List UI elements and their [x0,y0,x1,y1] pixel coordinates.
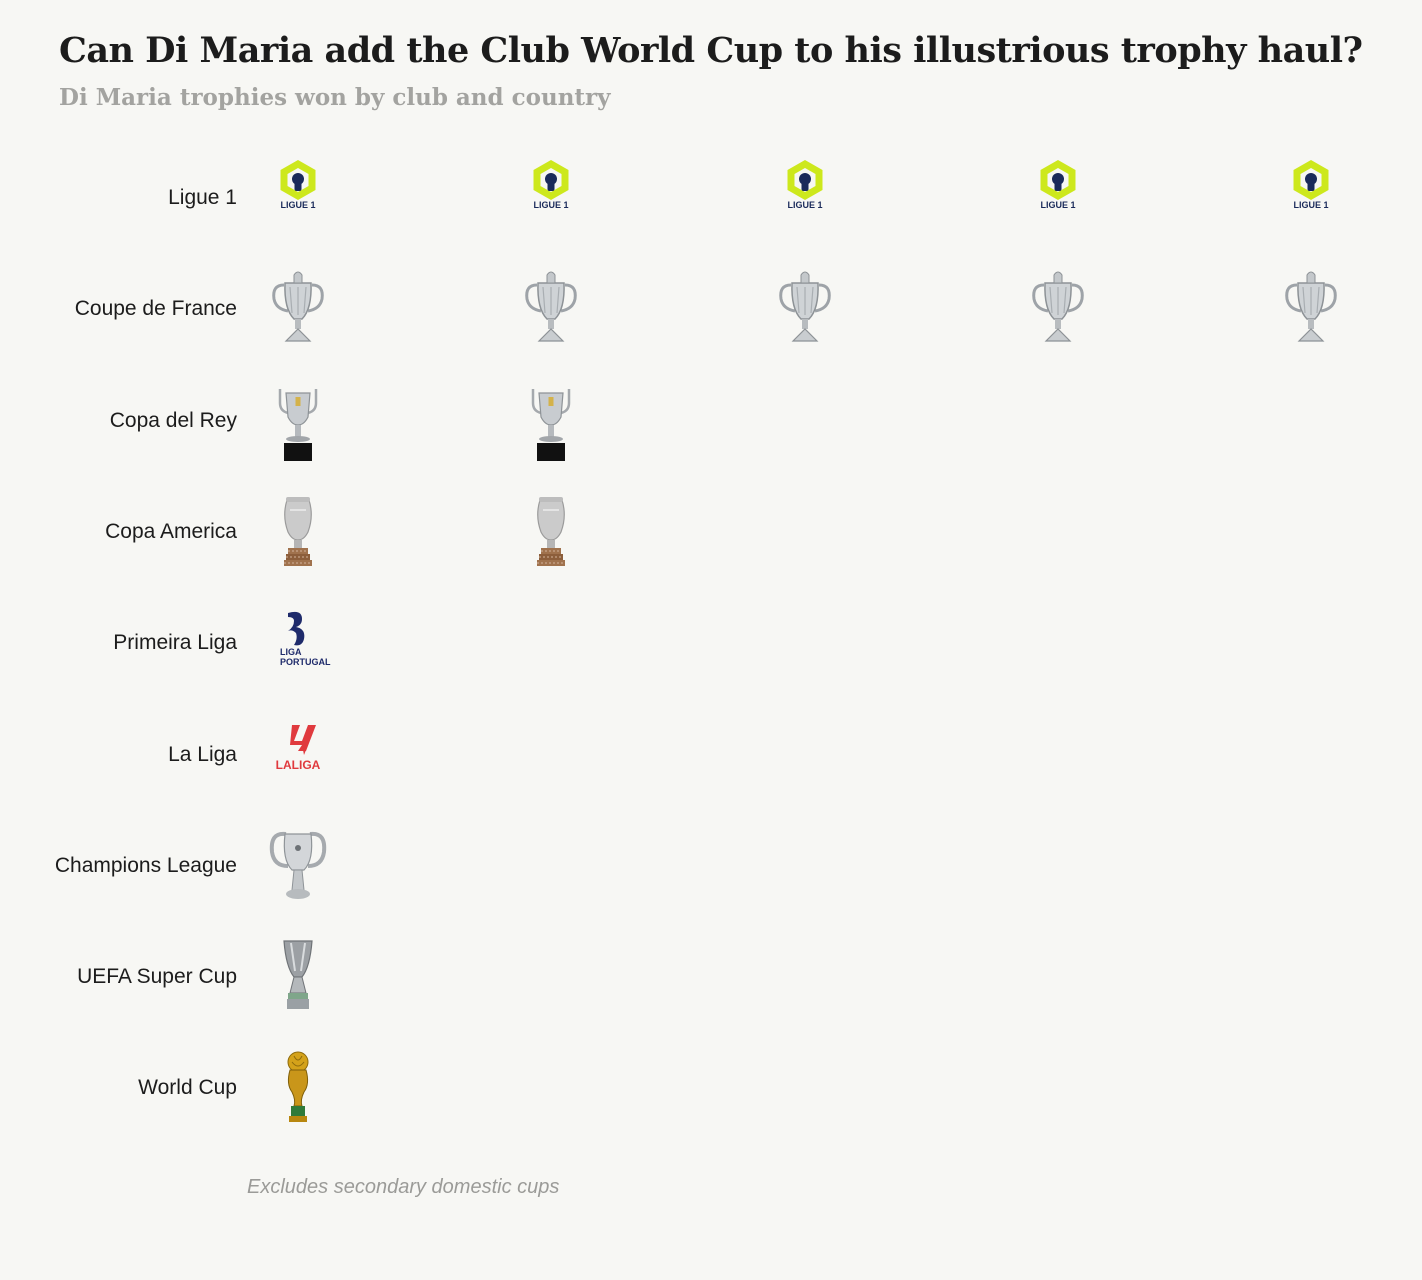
svg-text:LALIGA: LALIGA [276,758,321,772]
copa-america-trophy-icon [511,492,591,572]
ligue1-logo-icon: LIGUE 1 [1271,158,1351,238]
copa-america-trophy-icon [258,492,338,572]
ligue1-logo-icon: LIGUE 1 [765,158,845,238]
trophy-row: Ligue 1 LIGUE 1 LIGUE 1 LIGUE 1 LIGUE 1 … [0,148,1422,248]
liga-portugal-logo-icon: LIGA PORTUGAL [258,603,338,683]
champions-league-trophy-icon [258,826,338,906]
svg-text:LIGUE 1: LIGUE 1 [1040,200,1075,210]
ligue1-logo-icon: LIGUE 1 [258,158,338,238]
coupe-de-france-trophy-icon [1271,269,1351,349]
trophy-row: La Liga LALIGA [0,705,1422,805]
svg-text:LIGA: LIGA [280,647,302,657]
trophy-row: Coupe de France [0,259,1422,359]
trophy-row: Champions League [0,816,1422,916]
ligue1-logo-icon: LIGUE 1 [1018,158,1098,238]
trophy-row: UEFA Super Cup [0,927,1422,1027]
world-cup-trophy-icon [258,1048,338,1128]
coupe-de-france-trophy-icon [511,269,591,349]
chart-subtitle: Di Maria trophies won by club and countr… [59,84,611,111]
row-label: La Liga [168,742,237,766]
trophy-row: Primeira Liga LIGA PORTUGAL [0,593,1422,693]
row-label: Champions League [54,853,237,877]
svg-text:PORTUGAL: PORTUGAL [280,657,331,667]
row-label: Copa del Rey [109,408,237,432]
row-label: Coupe de France [74,297,237,321]
row-label: Ligue 1 [168,186,237,209]
copa-del-rey-trophy-icon [258,381,338,461]
coupe-de-france-trophy-icon [258,269,338,349]
svg-text:LIGUE 1: LIGUE 1 [280,200,315,210]
row-label: UEFA Super Cup [77,965,237,989]
row-label: Primeira Liga [113,631,237,655]
uefa-super-cup-trophy-icon [258,937,338,1017]
trophy-row: World Cup [0,1038,1422,1138]
coupe-de-france-trophy-icon [1018,269,1098,349]
chart-note: Excludes secondary domestic cups [247,1176,560,1198]
trophy-row: Copa America [0,482,1422,582]
coupe-de-france-trophy-icon [765,269,845,349]
row-label: Copa America [105,519,237,543]
svg-text:LIGUE 1: LIGUE 1 [1294,200,1329,210]
svg-text:LIGUE 1: LIGUE 1 [787,200,822,210]
laliga-logo-icon: LALIGA [258,715,338,795]
ligue1-logo-icon: LIGUE 1 [511,158,591,238]
svg-text:LIGUE 1: LIGUE 1 [534,200,569,210]
chart-title: Can Di Maria add the Club World Cup to h… [59,30,1363,71]
row-label: World Cup [138,1076,237,1100]
trophy-row: Copa del Rey [0,371,1422,471]
copa-del-rey-trophy-icon [511,381,591,461]
